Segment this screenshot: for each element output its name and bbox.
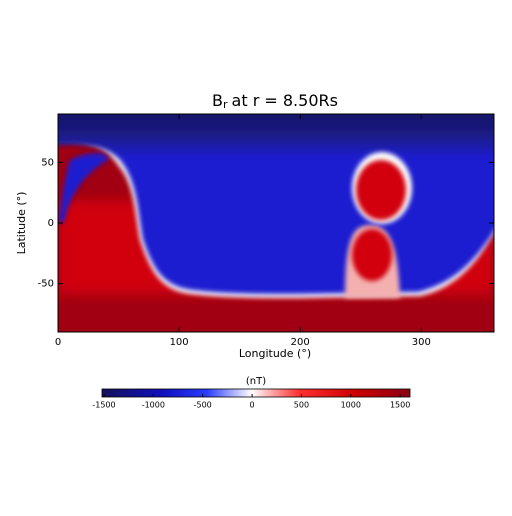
- title-main: B: [212, 91, 223, 110]
- y-tick-label: 50: [41, 157, 54, 168]
- colorbar-tick-label: 500: [294, 401, 309, 410]
- colorbar: [101, 388, 411, 398]
- field-blue-edge: [58, 153, 109, 222]
- x-axis-label: Longitude (°): [239, 347, 311, 360]
- blob-lower: [352, 229, 392, 281]
- x-tick-label: 100: [170, 337, 189, 348]
- title-sub: r: [223, 98, 228, 111]
- colorbar-tick-label: -500: [194, 401, 212, 410]
- colorbar-tick-label: 1500: [390, 401, 410, 410]
- x-tick-label: 200: [291, 337, 310, 348]
- colorbar-label: (nT): [246, 376, 266, 387]
- y-tick-label: -50: [38, 279, 54, 290]
- colorbar-tick-label: -1500: [92, 401, 115, 410]
- field: [58, 114, 494, 332]
- chart-title: Br at r = 8.50Rs: [212, 91, 338, 112]
- y-axis-label: Latitude (°): [15, 192, 28, 255]
- title-rest: at r = 8.50Rs: [232, 91, 338, 110]
- x-tick-label: 0: [55, 337, 61, 348]
- blob-upper: [356, 160, 406, 220]
- colorbar-tick-label: 0: [250, 401, 255, 410]
- y-tick-label: 0: [48, 218, 54, 229]
- colorbar-tick-label: 1000: [341, 401, 361, 410]
- colorbar-tick-label: -1000: [142, 401, 165, 410]
- x-tick-label: 300: [412, 337, 431, 348]
